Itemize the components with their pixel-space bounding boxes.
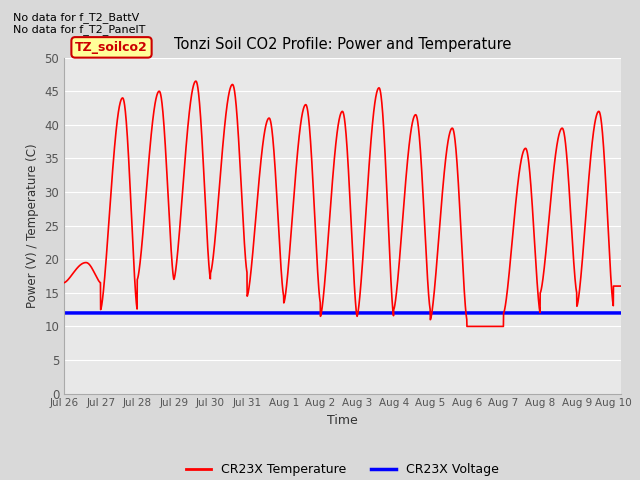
Text: TZ_soilco2: TZ_soilco2 — [75, 41, 148, 54]
X-axis label: Time: Time — [327, 414, 358, 427]
Title: Tonzi Soil CO2 Profile: Power and Temperature: Tonzi Soil CO2 Profile: Power and Temper… — [173, 37, 511, 52]
Text: No data for f_T2_BattV
No data for f_T2_PanelT: No data for f_T2_BattV No data for f_T2_… — [13, 12, 145, 36]
Y-axis label: Power (V) / Temperature (C): Power (V) / Temperature (C) — [26, 144, 38, 308]
Legend: CR23X Temperature, CR23X Voltage: CR23X Temperature, CR23X Voltage — [181, 458, 504, 480]
